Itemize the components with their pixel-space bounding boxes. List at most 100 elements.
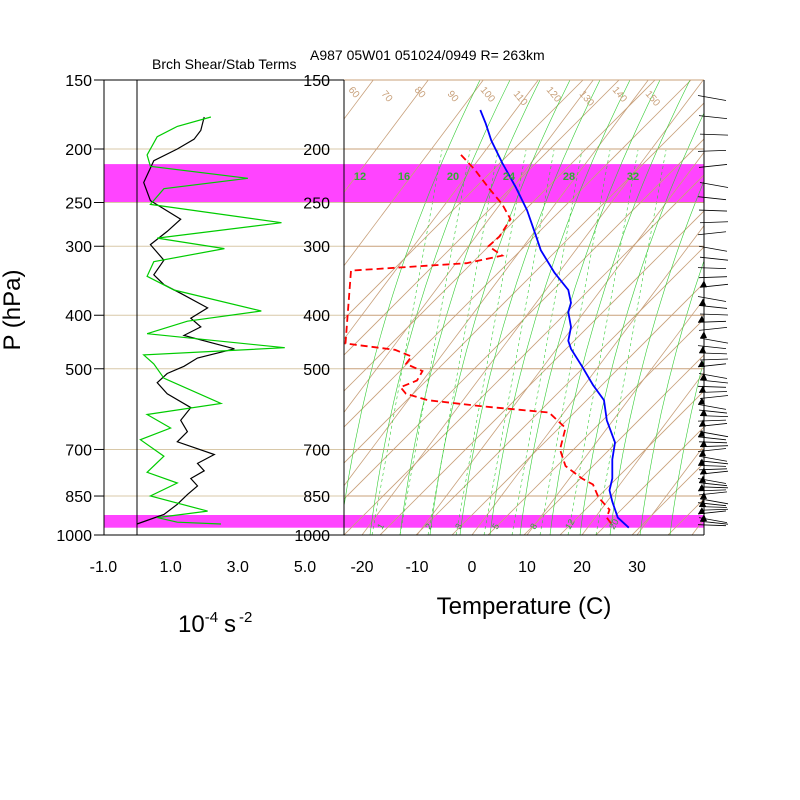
mixing-ratio-line bbox=[483, 149, 555, 535]
wind-barb-flag bbox=[698, 483, 705, 491]
wind-barb-flag bbox=[699, 298, 706, 306]
wind-barb-flag bbox=[698, 429, 705, 437]
dry-adiabat bbox=[344, 80, 620, 356]
moist-adiabat bbox=[369, 80, 511, 535]
wind-barb-flag bbox=[698, 506, 705, 514]
wind-barb-staff bbox=[698, 305, 728, 309]
isotherm bbox=[344, 80, 484, 267]
mixing-ratio-label: 20 bbox=[447, 171, 459, 183]
isotherm bbox=[581, 371, 704, 535]
mixing-ratio-label: 16 bbox=[398, 171, 410, 183]
wind-barb-staff bbox=[697, 267, 727, 270]
wind-barb-flag bbox=[699, 449, 706, 457]
wind-barb-flag bbox=[700, 439, 707, 447]
wind-barb-flag bbox=[700, 408, 707, 416]
dry-adiabat bbox=[379, 210, 704, 535]
isotherm bbox=[738, 63, 800, 546]
dry-adiabat bbox=[344, 102, 704, 464]
wind-barb-staff bbox=[699, 520, 729, 525]
wind-barb-flag bbox=[700, 467, 707, 475]
isotherm-label: 110 bbox=[511, 89, 530, 109]
wind-barb-staff bbox=[698, 245, 728, 252]
mixing-ratio-label: 28 bbox=[563, 171, 575, 183]
wind-barb-flag bbox=[698, 458, 705, 466]
y-tick-label: 1000 bbox=[56, 528, 92, 545]
moist-adiabat bbox=[459, 80, 601, 535]
x-tick-label: -10 bbox=[405, 559, 428, 576]
isotherm bbox=[636, 445, 704, 535]
skewt-panel: 150 200 250 300 400 500 700 850 1000 -20 -10 0 10 20… bbox=[294, 0, 800, 620]
wind-barb-staff bbox=[698, 326, 728, 331]
mixing-ratio-line bbox=[567, 149, 639, 535]
y-tick-label: 850 bbox=[65, 489, 92, 506]
wind-barb-flag bbox=[700, 373, 707, 381]
dry-adiabat bbox=[344, 138, 704, 500]
mixing-ratio-bottom-label: 12 bbox=[563, 517, 577, 531]
moist-adiabat bbox=[609, 180, 704, 535]
isotherm-label: 150 bbox=[643, 89, 662, 109]
mixing-ratio-bottom-label: 8 bbox=[528, 522, 539, 531]
wind-barb-staff bbox=[698, 209, 728, 212]
wind-barb-staff bbox=[698, 506, 728, 508]
moist-adiabat bbox=[639, 259, 704, 535]
wind-barb-flag bbox=[698, 397, 705, 405]
wind-barb-staff bbox=[698, 164, 728, 168]
y-tick-label: 200 bbox=[65, 142, 92, 159]
y-tick-label: 400 bbox=[65, 308, 92, 325]
wind-barb-staff bbox=[699, 337, 729, 344]
x-tick-label: -20 bbox=[350, 559, 373, 576]
wind-barb-flag bbox=[699, 385, 706, 393]
wind-barb-staff bbox=[699, 486, 729, 489]
wind-barb-staff bbox=[698, 455, 728, 462]
moist-adiabat bbox=[429, 80, 571, 535]
moist-adiabat bbox=[344, 80, 481, 509]
moist-adiabat bbox=[549, 80, 691, 535]
wind-barb-staff bbox=[699, 358, 729, 361]
x-tick-label: 30 bbox=[628, 559, 646, 576]
wind-barb-flag bbox=[698, 359, 705, 367]
y-tick-label: 250 bbox=[65, 196, 92, 213]
isotherm bbox=[471, 224, 704, 535]
right-x-tick-labels: -20 -10 0 10 20 30 bbox=[350, 559, 646, 576]
wind-barb-staff bbox=[699, 256, 729, 261]
wind-barb-staff bbox=[699, 395, 729, 399]
shear-stability-line-black bbox=[136, 116, 235, 525]
y-tick-label: 150 bbox=[65, 73, 92, 90]
wind-barb-flag bbox=[699, 419, 706, 427]
wind-barb-flag bbox=[700, 280, 707, 288]
wind-barb-staff bbox=[697, 196, 727, 201]
isotherm-label: 90 bbox=[445, 89, 461, 105]
dry-adiabat bbox=[740, 0, 800, 535]
x-tick-label: 0 bbox=[468, 559, 477, 576]
moist-adiabat bbox=[519, 80, 661, 535]
wind-barb-flag bbox=[699, 475, 706, 483]
mixing-ratio-line bbox=[511, 149, 583, 535]
wind-barb-flag bbox=[699, 499, 706, 507]
y-axis-label: P (hPa) bbox=[0, 270, 26, 351]
wind-barb-staff bbox=[699, 313, 729, 316]
isotherm bbox=[344, 80, 429, 194]
mixing-ratio-line bbox=[455, 149, 527, 535]
y-tick-label: 250 bbox=[303, 196, 330, 213]
highlight-band bbox=[104, 515, 704, 528]
mixing-ratio-label: 24 bbox=[503, 171, 516, 183]
wind-barb-staff bbox=[698, 352, 728, 355]
dry-adiabat bbox=[703, 534, 704, 535]
shear-stability-panel: 150 200 250 300 400 500 700 850 1000 -1.0 1.0 3.0 5… bbox=[0, 56, 345, 638]
isotherm-label: 120 bbox=[544, 85, 563, 105]
left-x-axis-label: 10-4 s -2 bbox=[178, 609, 252, 638]
wind-barb-staff bbox=[697, 149, 727, 152]
dry-adiabat bbox=[523, 354, 704, 535]
y-tick-label: 1000 bbox=[294, 528, 330, 545]
highlight-band bbox=[104, 164, 704, 203]
x-tick-label: 20 bbox=[573, 559, 591, 576]
wind-barb-staff bbox=[697, 436, 727, 441]
isotherm bbox=[344, 80, 374, 120]
mixing-ratio-bottom-label: 2 bbox=[423, 522, 434, 531]
wind-barb-staff bbox=[697, 296, 727, 302]
dry-adiabat bbox=[559, 390, 704, 535]
y-tick-label: 700 bbox=[65, 442, 92, 459]
mixing-ratio-bottom-label: 3 bbox=[453, 522, 464, 531]
wind-barb-staff bbox=[697, 231, 727, 236]
